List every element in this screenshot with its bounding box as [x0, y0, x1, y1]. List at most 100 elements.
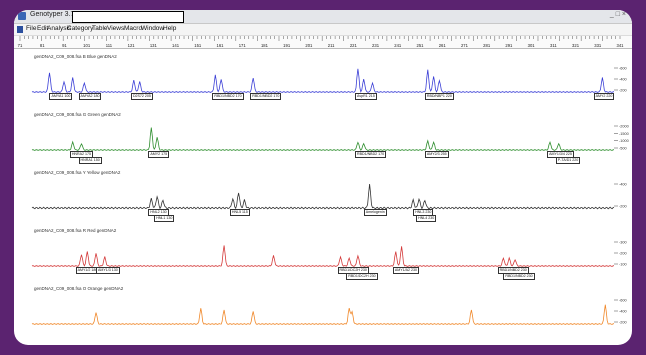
ruler-tick-label: 261: [439, 43, 447, 48]
peak-allele-label[interactable]: RBD/NBP1 220: [424, 93, 454, 100]
trace-line: [31, 127, 615, 151]
peak-allele-label[interactable]: D2S72 205: [130, 93, 153, 100]
peak-allele-label[interactable]: AMY2/3 255: [424, 151, 449, 158]
peak-allele-label[interactable]: AvpR1 215: [355, 93, 377, 100]
document-icon: [17, 26, 23, 33]
trace-line: [31, 183, 615, 210]
trace-plot: -600 -400 -200: [31, 299, 627, 325]
peak-allele-label[interactable]: RBD1/NBD2 230: [503, 273, 535, 280]
peak-allele-label[interactable]: AMY1/3 130: [96, 267, 120, 274]
ruler-tick-label: 191: [283, 43, 291, 48]
ruler-tick-label: 91: [62, 43, 67, 48]
ruler-tick-label: 171: [239, 43, 247, 48]
y-axis-tick-label: -200: [619, 205, 627, 209]
y-axis-tick-label: -400: [619, 78, 627, 82]
channel-panel: genDNA2_C09_008.fsa O Orange genDNA2 -600…: [14, 282, 632, 340]
menu-table[interactable]: Table: [92, 25, 108, 32]
peak-allele-label[interactable]: RBD1/NBD2 170: [355, 151, 387, 158]
peak-allele-label[interactable]: HNL1 130: [154, 215, 175, 222]
menu-bar: File Edit Analysis Category Table Views Macro W…: [14, 24, 632, 36]
menu-analysis[interactable]: Analysis: [47, 25, 72, 32]
peak-allele-label[interactable]: RBD1/NBD2 170: [212, 93, 244, 100]
ruler-tick-label: 331: [594, 43, 602, 48]
ruler-tick-label: 291: [505, 43, 513, 48]
y-axis-tick-label: -2000: [619, 125, 629, 129]
menu-edit[interactable]: Edit: [37, 25, 49, 32]
trace-plot: -300 -200 -100: [31, 241, 627, 267]
trace-plot: -2000 -1500 -1000 -500: [31, 125, 629, 151]
trace-plot: -600 -400 -200: [31, 67, 627, 93]
trace-line: [31, 304, 615, 325]
ruler-tick-label: 111: [106, 43, 113, 48]
peak-allele-label[interactable]: Amelogenin: [363, 209, 387, 216]
ruler-tick-label: 131: [150, 43, 158, 48]
peak-allele-label[interactable]: HNL5 115: [229, 209, 250, 216]
channel-label: genDNA2_C09_008.fsa B Blue genDNA2: [34, 54, 117, 59]
menu-views[interactable]: Views: [107, 25, 125, 32]
menu-macro[interactable]: Macro: [124, 25, 143, 32]
y-axis-tick-label: -200: [619, 252, 627, 256]
ruler-tick-label: 71: [18, 43, 23, 48]
ruler-ticks: 71 81 91 101 111 121 131 141 151 161 171 181 191 201 2…: [18, 36, 625, 48]
peak-allele-label[interactable]: RBD1/NBD2 170: [250, 93, 282, 100]
peak-allele-label[interactable]: RBD1/DC2H 230: [346, 273, 378, 280]
redaction-box: [72, 11, 184, 23]
channel-panel: genDNA2_C09_008.fsa G Green genDNA2 -2000…: [14, 108, 632, 166]
channel-panel: genDNA2_C09_008.fsa Y Yellow genDNA2 -400…: [14, 166, 632, 224]
channel-panel: genDNA2_C09_008.fsa B Blue genDNA2 -600 -4…: [14, 50, 632, 108]
ruler-tick-label: 211: [328, 43, 335, 48]
ruler-tick-label: 121: [128, 43, 136, 48]
peak-allele-label[interactable]: P-TA/D1 220: [555, 157, 581, 164]
channel-label: genDNA2_C09_008.fsa G Green genDNA2: [34, 112, 121, 117]
trace-line: [31, 68, 615, 93]
y-axis-tick-label: -400: [619, 183, 627, 187]
trace-line: [31, 245, 615, 267]
trace-plot: -400 -200: [31, 183, 627, 210]
ruler-tick-label: 241: [394, 43, 402, 48]
ruler-tick-label: 321: [572, 43, 580, 48]
y-axis-tick-label: -1500: [619, 132, 629, 136]
application-window: Genotyper 3.7 _ □ × File Edit Analysis Cate…: [14, 10, 632, 345]
menu-window[interactable]: Window: [141, 25, 165, 32]
y-axis-tick-label: -500: [619, 147, 627, 151]
ruler-tick-label: 311: [550, 43, 557, 48]
menu-category[interactable]: Category: [67, 25, 94, 32]
peak-allele-label[interactable]: AMYA1 100: [49, 93, 73, 100]
channel-label: genDNA2_C09_008.fsa O Orange genDNA2: [34, 286, 124, 291]
window-controls[interactable]: _ □ ×: [609, 11, 626, 18]
ruler-tick-label: 221: [350, 43, 358, 48]
ruler-tick-label: 151: [194, 43, 202, 48]
channel-panel: genDNA2_C09_008.fsa R Red genDNA2 -300 -20…: [14, 224, 632, 282]
channel-label: genDNA2_C09_008.fsa Y Yellow genDNA2: [34, 170, 121, 175]
y-axis-tick-label: -100: [619, 263, 627, 267]
ruler-tick-label: 81: [40, 43, 45, 48]
ruler-tick-label: 341: [617, 43, 625, 48]
menu-file[interactable]: File: [26, 25, 37, 32]
ruler-tick-label: 301: [528, 43, 536, 48]
peak-allele-label[interactable]: AMY1/A2 230: [392, 267, 420, 274]
ruler-tick-label: 101: [83, 43, 91, 48]
peak-allele-label[interactable]: AMY2 220: [593, 93, 615, 100]
peak-allele-label[interactable]: HNRA1 150: [78, 157, 102, 164]
y-axis-tick-label: -200: [619, 89, 627, 93]
peak-allele-label[interactable]: AMYA2 180: [78, 93, 102, 100]
ruler-tick-label: 251: [417, 43, 425, 48]
ruler-tick-label: 181: [261, 43, 269, 48]
y-axis-tick-label: -200: [619, 321, 627, 325]
menu-help[interactable]: Help: [163, 25, 177, 32]
ruler-tick-label: 281: [483, 43, 491, 48]
peak-allele-label[interactable]: HNL4 230: [416, 215, 437, 222]
ruler-tick-label: 231: [372, 43, 380, 48]
app-icon: [18, 12, 26, 20]
y-axis-tick-label: -600: [619, 299, 627, 303]
title-bar: Genotyper 3.7 _ □ ×: [14, 10, 632, 24]
y-axis-tick-label: -600: [619, 67, 627, 71]
channel-label: genDNA2_C09_008.fsa R Red genDNA2: [34, 228, 117, 233]
y-axis-tick-label: -400: [619, 310, 627, 314]
ruler-tick-label: 271: [461, 43, 469, 48]
y-axis-tick-label: -1000: [619, 139, 629, 143]
ruler-tick-label: 141: [172, 43, 180, 48]
ruler-tick-label: 201: [305, 43, 313, 48]
peak-allele-label[interactable]: AMY2 175: [148, 151, 170, 158]
size-ruler: 71 81 91 101 111 121 131 141 151 161 171 181 191 201 2…: [14, 36, 632, 49]
